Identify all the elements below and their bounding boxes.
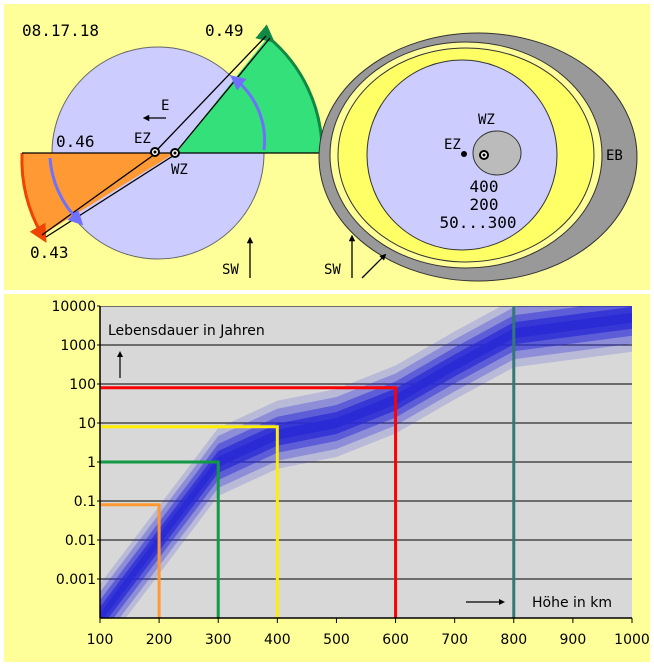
y-tick-label: 10 xyxy=(78,416,96,432)
wz-label-left: WZ xyxy=(171,162,188,178)
value-bottom-label: 0.43 xyxy=(30,243,69,262)
altitude-marker xyxy=(100,425,279,618)
wz-zone xyxy=(472,130,522,176)
altitude-marker xyxy=(100,386,398,618)
x-tick-label: 500 xyxy=(323,632,350,648)
value-top-label: 0.49 xyxy=(205,21,244,40)
line-to-top-right xyxy=(175,37,271,153)
y-axis-title: Lebensdauer in Jahren xyxy=(108,323,265,339)
left-orbit-diagram: E EZ WZ 0.49 0.46 0.43 SW xyxy=(20,21,324,278)
x-tick-label: 400 xyxy=(264,632,291,648)
x-axis-title: Höhe in km xyxy=(532,595,612,611)
y-tick-label: 0.01 xyxy=(65,533,96,549)
date-label: 08.17.18 xyxy=(22,21,99,40)
tick-layer: 10000 1000 100 10 1 0.1 0.01 0.001 100 200 300 400 5… xyxy=(51,299,649,648)
e-label: E xyxy=(161,98,169,114)
ne-arrow-right xyxy=(361,253,387,279)
y-tick-label: 0.1 xyxy=(74,494,96,510)
y-tick-label: 100 xyxy=(69,377,96,393)
sw-label-left: SW xyxy=(222,262,239,278)
altitude-marker xyxy=(100,460,220,618)
x-tick-label: 700 xyxy=(441,632,468,648)
eb-label: EB xyxy=(606,148,623,164)
altitude-marker xyxy=(100,503,161,618)
line-to-bottom-left xyxy=(41,153,156,236)
x-tick-label: 900 xyxy=(560,632,587,648)
plot-content xyxy=(100,306,632,618)
y-tick-label: 1000 xyxy=(60,338,96,354)
y-tick-label: 10000 xyxy=(51,299,96,315)
x-tick-label: 600 xyxy=(382,632,409,648)
orange-arc xyxy=(20,152,47,243)
wz-marker-right-dot xyxy=(482,153,486,157)
x-tick-label: 300 xyxy=(205,632,232,648)
ez-marker-right xyxy=(461,151,467,157)
distance-label-3: 50...300 xyxy=(439,213,516,232)
ez-label-left: EZ xyxy=(134,131,151,147)
x-tick-label: 1000 xyxy=(614,632,650,648)
right-orbit-diagram: WZ EZ EB 400 200 50...300 SW xyxy=(318,32,638,282)
ez-marker-dot xyxy=(153,150,157,154)
x-tick-label: 200 xyxy=(146,632,173,648)
wz-label-right: WZ xyxy=(478,112,495,128)
ez-label-right: EZ xyxy=(444,137,461,153)
distance-label-1: 400 xyxy=(470,177,499,196)
x-tick-label: 100 xyxy=(87,632,114,648)
distance-label-2: 200 xyxy=(470,195,499,214)
y-tick-label: 0.001 xyxy=(56,572,96,588)
value-left-label: 0.46 xyxy=(56,132,95,151)
line-to-top-left xyxy=(154,35,267,153)
sw-label-right: SW xyxy=(324,262,341,278)
blue-arc-upper xyxy=(230,75,267,151)
blue-arc-lower xyxy=(48,157,84,226)
x-tick-label: 800 xyxy=(500,632,527,648)
y-tick-label: 1 xyxy=(87,455,96,471)
wz-marker-dot xyxy=(173,151,177,155)
